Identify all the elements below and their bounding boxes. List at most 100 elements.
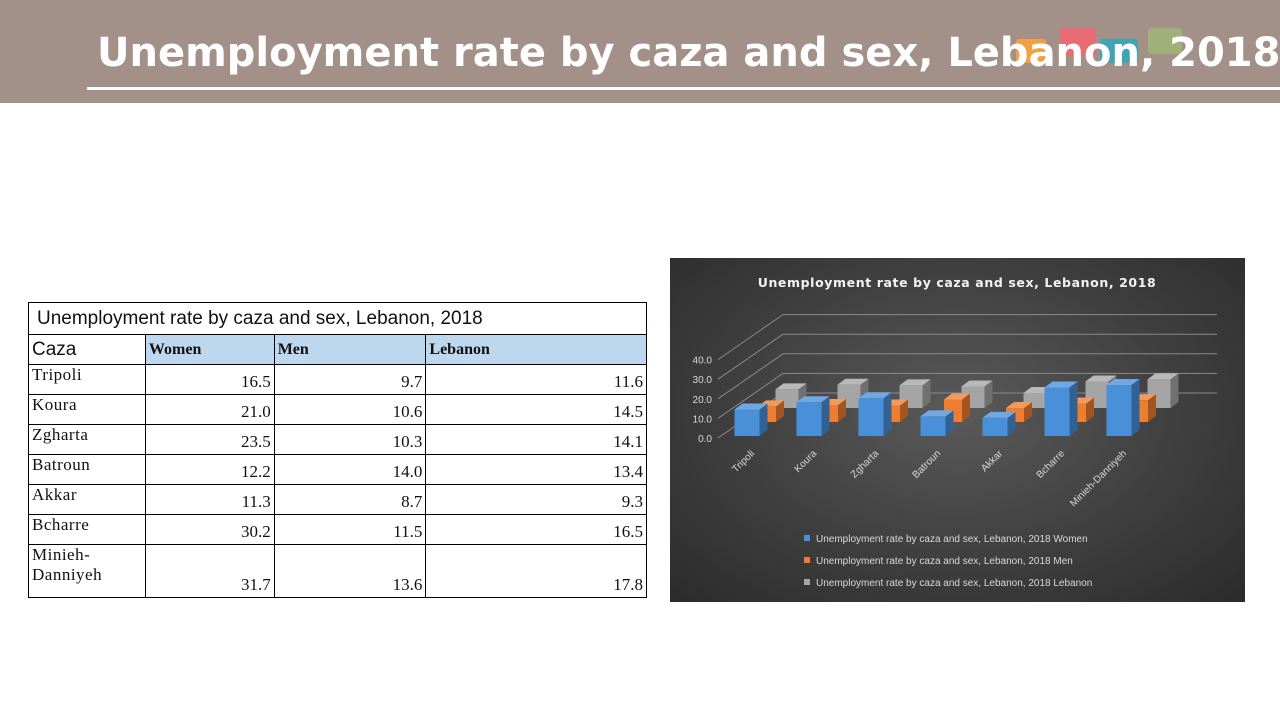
bar-front <box>1044 387 1070 436</box>
chart-title: Unemployment rate by caza and sex, Leban… <box>758 275 1157 290</box>
x-axis: Tripoli Koura Zgharta Batroun Akkar Bcharre Mi… <box>730 448 1129 509</box>
bar-top <box>837 378 869 385</box>
y-tick-label: 40.0 <box>693 356 713 367</box>
caza-cell: Koura <box>28 394 146 425</box>
bar-front <box>1106 385 1132 436</box>
legend-swatch <box>804 579 810 585</box>
bar-top <box>1006 402 1032 409</box>
bar-side <box>900 399 908 422</box>
men-cell: 9.7 <box>273 364 427 395</box>
lebanon-cell: 14.1 <box>425 424 647 455</box>
x-tick-label: Koura <box>792 448 819 475</box>
women-cell: 23.5 <box>144 424 275 455</box>
bar-top <box>1044 381 1078 388</box>
decorative-square-teal <box>1100 39 1138 63</box>
caza-cell: Akkar <box>28 484 146 515</box>
caza-cell: Bcharre <box>28 514 146 545</box>
table-header-row: Caza Women Men Lebanon <box>28 334 647 365</box>
bar-side <box>1007 411 1016 436</box>
y-tick-label: 20.0 <box>693 395 713 406</box>
bar-chart-3d: Unemployment rate by caza and sex, Leban… <box>693 275 1217 589</box>
legend-label: Unemployment rate by caza and sex, Leban… <box>816 578 1092 589</box>
bar-side <box>984 380 993 408</box>
caza-cell: Batroun <box>28 454 146 485</box>
x-tick-label: Minieh-Danniyeh <box>1068 448 1129 509</box>
bar-top <box>899 379 931 386</box>
bar-women <box>982 411 1016 436</box>
table-caption: Unemployment rate by caza and sex, Leban… <box>28 302 647 335</box>
women-cell: 16.5 <box>144 364 275 395</box>
women-cell: 30.2 <box>144 514 275 545</box>
lebanon-cell: 16.5 <box>425 514 647 545</box>
bar-side <box>838 398 846 422</box>
lebanon-cell: 13.4 <box>425 454 647 485</box>
bar-top <box>982 411 1016 418</box>
bar-side <box>1069 381 1078 436</box>
women-cell: 12.2 <box>144 454 275 485</box>
table-row: Akkar 11.3 8.7 9.3 <box>28 484 647 515</box>
x-tick-label: Akkar <box>979 448 1005 474</box>
bar-women <box>1106 379 1140 436</box>
header-divider <box>87 87 1280 90</box>
lebanon-cell: 11.6 <box>425 364 647 395</box>
bar-front <box>858 398 884 436</box>
column-header-lebanon: Lebanon <box>425 334 647 365</box>
men-cell: 14.0 <box>273 454 427 485</box>
gridline <box>717 314 1217 361</box>
bar-front <box>982 417 1008 436</box>
gridline <box>717 372 1217 419</box>
x-tick-label: Tripoli <box>730 448 757 475</box>
bar-side <box>945 410 954 436</box>
men-cell: 10.6 <box>273 394 427 425</box>
y-axis: 0.0 10.0 20.0 30.0 40.0 <box>693 356 713 445</box>
men-cell: 13.6 <box>273 544 427 598</box>
slide-title: Unemployment rate by caza and sex, Leban… <box>97 30 1280 76</box>
unemployment-table: Unemployment rate by caza and sex, Leban… <box>28 302 647 598</box>
caza-line-2: Danniyeh <box>32 565 103 584</box>
table-row: Minieh- Danniyeh 31.7 13.6 17.8 <box>28 544 647 598</box>
lebanon-cell: 14.5 <box>425 394 647 425</box>
bar-side <box>1148 394 1156 422</box>
bar-side <box>962 393 970 422</box>
bar-top <box>1106 379 1140 386</box>
column-header-men: Men <box>273 334 427 365</box>
legend-label: Unemployment rate by caza and sex, Leban… <box>816 534 1088 545</box>
table-caption-row: Unemployment rate by caza and sex, Leban… <box>28 302 647 335</box>
table-row: Bcharre 30.2 11.5 16.5 <box>28 514 647 545</box>
bar-top <box>920 410 954 417</box>
bar-top <box>961 380 993 387</box>
table-row: Zgharta 23.5 10.3 14.1 <box>28 424 647 455</box>
bar-side <box>821 396 830 436</box>
bar-side <box>759 403 768 436</box>
bar-top <box>1085 375 1117 382</box>
bar-women <box>734 403 768 436</box>
y-tick-label: 30.0 <box>693 375 713 386</box>
bar-women <box>1044 381 1078 436</box>
decorative-square-green <box>1148 28 1182 54</box>
bar-side <box>1086 397 1094 422</box>
bar-side <box>883 392 892 436</box>
caza-cell: Zgharta <box>28 424 146 455</box>
men-cell: 10.3 <box>273 424 427 455</box>
bar-women <box>920 410 954 436</box>
women-cell: 11.3 <box>144 484 275 515</box>
lebanon-cell: 9.3 <box>425 484 647 515</box>
bar-women <box>796 396 830 436</box>
legend-swatch <box>804 557 810 563</box>
decorative-square-red <box>1060 28 1096 56</box>
women-cell: 31.7 <box>144 544 275 598</box>
bar-top <box>775 383 807 390</box>
column-header-women: Women <box>144 334 275 365</box>
table-row: Koura 21.0 10.6 14.5 <box>28 394 647 425</box>
bars <box>734 373 1179 436</box>
bar-top <box>858 392 892 399</box>
chart-container: Unemployment rate by caza and sex, Leban… <box>670 258 1245 602</box>
men-cell: 8.7 <box>273 484 427 515</box>
lebanon-cell: 17.8 <box>425 544 647 598</box>
bar-side <box>1024 402 1032 422</box>
bar-top <box>796 396 830 403</box>
bar-side <box>776 400 784 422</box>
bar-front <box>734 409 760 436</box>
legend-swatch <box>804 535 810 541</box>
legend-label: Unemployment rate by caza and sex, Leban… <box>816 556 1073 567</box>
